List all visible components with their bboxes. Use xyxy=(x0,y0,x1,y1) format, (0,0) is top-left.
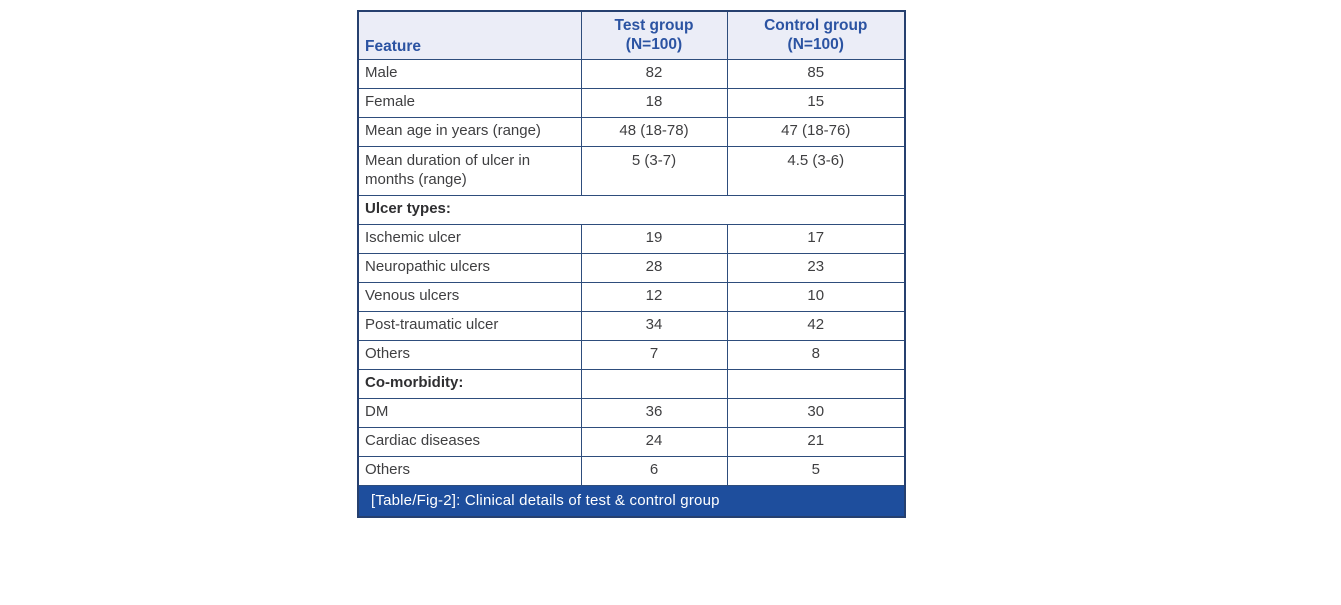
control-value-cell: 10 xyxy=(726,281,904,312)
header-test-group: Test group (N=100) xyxy=(580,12,728,60)
feature-cell: Post-traumatic ulcer xyxy=(359,310,582,341)
test-value-cell: 28 xyxy=(580,252,728,283)
test-value-cell: 18 xyxy=(580,87,728,118)
table-row-comorbidity-others: Others 6 5 xyxy=(359,455,904,486)
test-value-cell: 12 xyxy=(580,281,728,312)
table-row-venous-ulcers: Venous ulcers 12 10 xyxy=(359,281,904,312)
control-value-cell: 23 xyxy=(726,252,904,283)
header-feature: Feature xyxy=(359,12,582,60)
table-header-row: Feature Test group (N=100) Control group… xyxy=(359,12,904,60)
test-value-cell: 7 xyxy=(580,339,728,370)
test-value-cell: 6 xyxy=(580,455,728,486)
test-value-cell: 5 (3-7) xyxy=(580,145,728,196)
control-value-cell: 5 xyxy=(726,455,904,486)
header-test-group-line1: Test group xyxy=(614,16,694,34)
table-caption: [Table/Fig-2]: Clinical details of test … xyxy=(359,485,904,516)
header-test-group-line2: (N=100) xyxy=(625,36,683,54)
feature-cell: Others xyxy=(359,455,582,486)
feature-cell: Cardiac diseases xyxy=(359,426,582,457)
feature-cell: Male xyxy=(359,58,582,89)
control-value-cell: 47 (18-76) xyxy=(726,116,904,147)
section-label: Ulcer types: xyxy=(359,194,904,225)
table-row-post-traumatic-ulcer: Post-traumatic ulcer 34 42 xyxy=(359,310,904,341)
section-label: Co-morbidity: xyxy=(359,368,582,399)
control-value-cell: 17 xyxy=(726,223,904,254)
section-row-ulcer-types: Ulcer types: xyxy=(359,194,904,225)
table: Feature Test group (N=100) Control group… xyxy=(359,12,904,486)
control-value-cell: 15 xyxy=(726,87,904,118)
table-row-dm: DM 36 30 xyxy=(359,397,904,428)
feature-cell: Mean duration of ulcer in months (range) xyxy=(359,145,582,196)
control-value-cell: 42 xyxy=(726,310,904,341)
table-row-mean-duration: Mean duration of ulcer in months (range)… xyxy=(359,145,904,196)
feature-cell: Others xyxy=(359,339,582,370)
feature-cell: Ischemic ulcer xyxy=(359,223,582,254)
test-value-cell: 24 xyxy=(580,426,728,457)
control-value-cell: 85 xyxy=(726,58,904,89)
control-value-cell: 4.5 (3-6) xyxy=(726,145,904,196)
feature-cell: Female xyxy=(359,87,582,118)
table-row-female: Female 18 15 xyxy=(359,87,904,118)
test-value-cell: 34 xyxy=(580,310,728,341)
feature-cell: Mean age in years (range) xyxy=(359,116,582,147)
empty-cell xyxy=(580,368,728,399)
feature-cell: Venous ulcers xyxy=(359,281,582,312)
section-row-comorbidity: Co-morbidity: xyxy=(359,368,904,399)
control-value-cell: 30 xyxy=(726,397,904,428)
table-row-ulcer-others: Others 7 8 xyxy=(359,339,904,370)
header-control-group-line2: (N=100) xyxy=(787,36,844,54)
table-row-cardiac-diseases: Cardiac diseases 24 21 xyxy=(359,426,904,457)
feature-cell: Neuropathic ulcers xyxy=(359,252,582,283)
test-value-cell: 82 xyxy=(580,58,728,89)
header-control-group-line1: Control group xyxy=(764,16,868,34)
clinical-details-table: Feature Test group (N=100) Control group… xyxy=(357,10,906,518)
control-value-cell: 21 xyxy=(726,426,904,457)
test-value-cell: 19 xyxy=(580,223,728,254)
header-control-group: Control group (N=100) xyxy=(726,12,904,60)
table-row-mean-age: Mean age in years (range) 48 (18-78) 47 … xyxy=(359,116,904,147)
test-value-cell: 48 (18-78) xyxy=(580,116,728,147)
empty-cell xyxy=(726,368,904,399)
control-value-cell: 8 xyxy=(726,339,904,370)
table-row-ischemic-ulcer: Ischemic ulcer 19 17 xyxy=(359,223,904,254)
test-value-cell: 36 xyxy=(580,397,728,428)
table-row-neuropathic-ulcers: Neuropathic ulcers 28 23 xyxy=(359,252,904,283)
feature-cell: DM xyxy=(359,397,582,428)
table-row-male: Male 82 85 xyxy=(359,58,904,89)
